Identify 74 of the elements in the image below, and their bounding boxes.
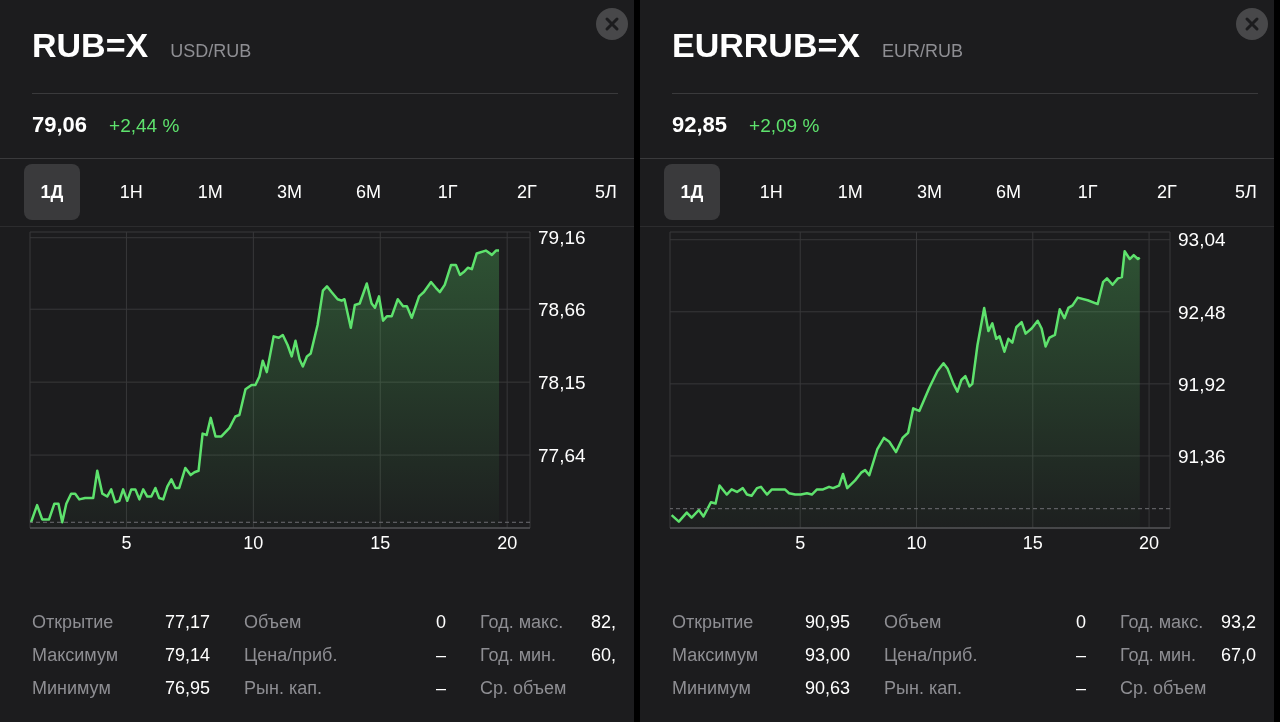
text: 6М bbox=[995, 181, 1023, 204]
text: Год. макс. bbox=[1119, 612, 1205, 633]
text: 3М bbox=[915, 181, 943, 204]
y-tick-label: 93,04 bbox=[1178, 229, 1226, 251]
x-tick-label: 20 bbox=[1139, 532, 1160, 553]
text: Открытие bbox=[32, 612, 115, 633]
text: 0 bbox=[435, 612, 446, 633]
text: Ср. объем bbox=[1119, 678, 1208, 699]
text: 0 bbox=[1075, 612, 1086, 633]
chart-subtitle: EUR/RUB bbox=[881, 41, 963, 62]
text: Максимум bbox=[672, 645, 760, 666]
text: 1Н bbox=[758, 181, 784, 204]
text: Объем bbox=[883, 612, 943, 633]
y-tick-label: 77,64 bbox=[538, 444, 586, 466]
text: Открытие bbox=[672, 612, 755, 633]
text: – bbox=[1075, 678, 1086, 699]
x-tick-label: 15 bbox=[1022, 532, 1043, 553]
text: 82, bbox=[589, 612, 616, 633]
text: Год. мин. bbox=[1119, 645, 1198, 666]
text: 1Н bbox=[118, 181, 144, 204]
text: 1Г bbox=[436, 181, 459, 204]
y-tick-label: 91,36 bbox=[1178, 445, 1226, 467]
x-tick-label: 10 bbox=[243, 532, 264, 553]
text: 6М bbox=[355, 181, 383, 204]
y-tick-label: 92,48 bbox=[1178, 301, 1226, 323]
text: – bbox=[1075, 645, 1086, 666]
x-tick-label: 10 bbox=[906, 532, 927, 553]
text: Максимум bbox=[32, 645, 120, 666]
text: Ср. объем bbox=[479, 678, 568, 699]
text: 5Л bbox=[594, 181, 618, 204]
text: 1Д bbox=[664, 164, 720, 220]
text: 60, bbox=[589, 645, 616, 666]
x-tick-label: 5 bbox=[121, 532, 132, 553]
text: 93,00 bbox=[803, 645, 850, 666]
text: Цена/приб. bbox=[883, 645, 979, 666]
text: Минимум bbox=[32, 678, 112, 699]
text: 67,0 bbox=[1219, 645, 1256, 666]
text: 2Г bbox=[515, 181, 538, 204]
chart-subtitle: USD/RUB bbox=[170, 41, 252, 62]
text: Рын. кап. bbox=[883, 678, 963, 699]
x-tick-label: 15 bbox=[370, 532, 391, 553]
text: +2,09 % bbox=[749, 115, 820, 137]
text: 3М bbox=[275, 181, 303, 204]
text: 90,95 bbox=[803, 612, 850, 633]
y-tick-label: 78,66 bbox=[538, 298, 586, 320]
text: 1Г bbox=[1076, 181, 1099, 204]
text: Минимум bbox=[672, 678, 752, 699]
y-tick-label: 79,16 bbox=[538, 227, 586, 249]
text: 90,63 bbox=[803, 678, 850, 699]
text: 2Г bbox=[1155, 181, 1178, 204]
text: 1М bbox=[836, 181, 864, 204]
text: 92,85 bbox=[672, 112, 728, 138]
text: 1Д bbox=[24, 164, 80, 220]
text: Объем bbox=[243, 612, 303, 633]
text: – bbox=[435, 678, 446, 699]
text: +2,44 % bbox=[109, 115, 180, 137]
text: – bbox=[435, 645, 446, 666]
x-tick-label: 20 bbox=[497, 532, 518, 553]
chart-title: EURRUB=X bbox=[672, 26, 860, 65]
y-tick-label: 78,15 bbox=[538, 371, 586, 393]
text: 93,2 bbox=[1219, 612, 1256, 633]
text: Рын. кап. bbox=[243, 678, 323, 699]
text: Год. макс. bbox=[479, 612, 565, 633]
x-tick-label: 5 bbox=[795, 532, 806, 553]
text: 1М bbox=[196, 181, 224, 204]
text: Год. мин. bbox=[479, 645, 558, 666]
chart-title: RUB=X bbox=[32, 26, 149, 65]
y-tick-label: 91,92 bbox=[1178, 373, 1226, 395]
text: 77,17 bbox=[163, 612, 210, 633]
text: 76,95 bbox=[163, 678, 210, 699]
text: 79,06 bbox=[32, 112, 88, 138]
text: Цена/приб. bbox=[243, 645, 339, 666]
text: 5Л bbox=[1234, 181, 1258, 204]
text: 79,14 bbox=[163, 645, 210, 666]
